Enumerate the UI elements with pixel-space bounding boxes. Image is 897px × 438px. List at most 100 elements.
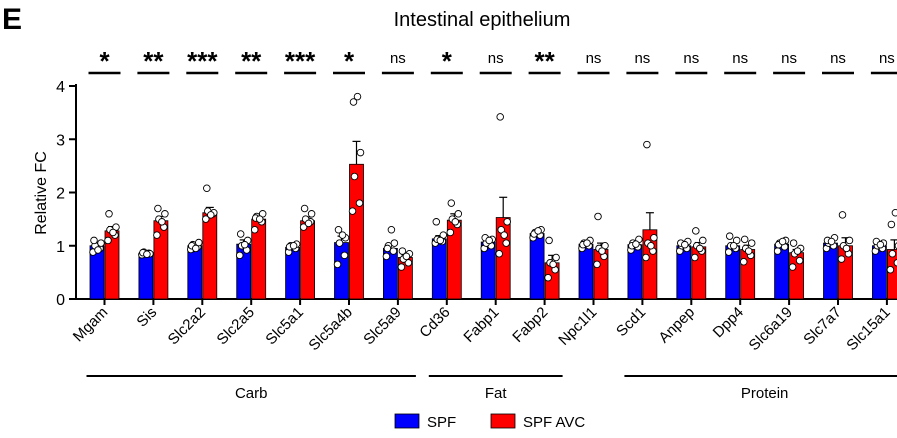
x-tick-label: Scd1 [613,304,649,340]
data-point [795,256,804,265]
data-point [387,226,396,234]
data-point [402,252,411,261]
data-point [788,263,797,271]
data-point [335,239,344,247]
bar [431,238,447,300]
data-point [348,207,357,215]
group-label: Fat [485,385,508,402]
data-point [593,260,601,269]
y-tick-label: 1 [56,239,65,256]
legend-swatch [394,413,420,429]
data-point [643,140,651,149]
data-point [104,236,112,245]
data-point [158,218,166,226]
bar-series [89,92,897,300]
data-point [838,211,847,219]
panel-letter: E [2,3,22,36]
data-point [192,244,200,253]
data-point [432,218,441,226]
bar [187,245,203,300]
significance-label: ns [390,50,406,67]
data-point [691,253,699,262]
data-point [250,226,259,234]
x-tick-label: Slc2a5 [214,304,258,348]
data-point [195,238,203,247]
significance-label: ns [781,50,797,67]
data-point [827,237,836,246]
data-point [143,250,151,259]
data-point [307,210,316,218]
data-point [203,184,211,192]
x-tick-label: Anpep [655,304,698,347]
x-tick-label: Slc6a19 [746,304,796,354]
x-tick-label: Slc7a7 [800,304,844,348]
data-point [500,231,508,239]
x-tick-label: Slc2a2 [165,304,209,348]
data-point [891,208,897,217]
significance-label: ns [634,50,650,67]
data-point [747,239,756,247]
data-point [876,240,885,249]
data-point [845,236,854,245]
data-point [454,210,463,218]
group-label: Protein [741,385,789,402]
bar [349,163,364,300]
data-point [699,236,707,245]
y-axis-title: Relative FC [33,151,50,235]
data-point [300,204,309,213]
data-point [893,259,897,267]
significance-label: ns [586,50,602,67]
data-point [355,199,364,207]
data-point [887,220,896,229]
data-point [642,253,650,262]
significance-label: ns [732,50,748,67]
data-point [549,260,557,269]
data-point [446,228,455,237]
bar [334,242,349,300]
data-point [583,239,591,247]
data-point [503,218,511,226]
x-tick-label: Slc5a4b [305,304,355,354]
data-point [647,241,655,250]
data-point [382,252,391,261]
x-tick-label: Slc5a9 [360,304,404,348]
data-point [154,204,162,213]
data-point [447,199,456,207]
data-point [397,263,406,271]
data-point [842,244,851,253]
data-point [97,239,105,247]
data-point [650,234,658,242]
data-point [739,257,748,266]
data-point [389,247,398,255]
series-spf [89,218,888,300]
group-brackets: Carb Fat Protein [86,375,897,402]
data-point [696,244,704,253]
data-point [202,215,210,223]
data-point [789,239,798,247]
y-tick-label: 2 [56,186,65,203]
significance-label: ** [143,46,164,76]
y-tick-label: 3 [56,132,65,149]
data-point [436,236,445,245]
data-point [289,241,298,250]
data-point [153,231,161,239]
data-point [598,247,606,255]
data-point [333,260,342,269]
data-point [350,172,359,181]
significance-marks: * ** *** ** *** * ns * ns ** ns ns ns ns ns ns ns [88,46,897,76]
data-point [90,236,98,245]
series-spf-avc [104,92,897,300]
significance-label: ** [534,46,555,76]
significance-label: * [442,46,453,76]
data-point [161,210,169,218]
bar [202,212,218,300]
data-point [383,244,392,253]
bar [300,220,316,300]
data-point [534,227,542,235]
data-point [681,240,689,249]
data-point [485,236,493,245]
x-tick-label: Slc15a1 [843,304,893,354]
x-tick-label: Slc5a1 [262,304,306,348]
data-point [725,232,734,240]
